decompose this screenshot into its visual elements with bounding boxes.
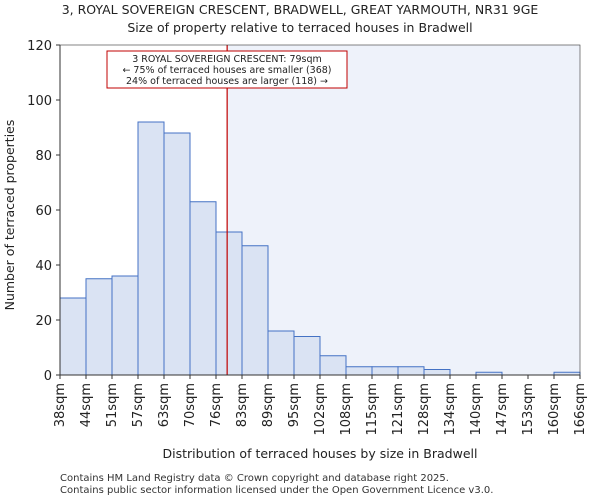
histogram-bar [371,366,399,376]
histogram-bar [241,245,269,376]
y-tick-label: 60 [35,204,52,219]
histogram-bar [59,297,87,376]
histogram-bar [111,275,139,376]
histogram-bar [189,201,217,376]
x-tick-label: 76sqm [209,383,224,427]
footer-line-2: Contains public sector information licen… [60,485,494,496]
x-tick-label: 57sqm [131,383,146,427]
x-tick-label: 102sqm [313,383,328,436]
histogram-bar [423,369,451,376]
annotation-line-3: 24% of terraced houses are larger (118) … [126,76,328,87]
histogram-bar [397,366,425,376]
x-tick-label: 95sqm [287,383,302,427]
histogram-bar [345,366,373,376]
y-tick-label: 80 [35,149,52,164]
x-tick-label: 44sqm [79,383,94,427]
x-tick-label: 38sqm [53,383,68,427]
chart-subtitle: Size of property relative to terraced ho… [127,20,472,35]
x-tick-label: 166sqm [573,383,588,436]
y-axis-label: Number of terraced properties [2,120,17,311]
x-tick-label: 134sqm [443,383,458,436]
x-tick-label: 140sqm [469,383,484,436]
x-tick-label: 153sqm [521,383,536,436]
x-tick-label: 128sqm [417,383,432,436]
footer-line-1: Contains HM Land Registry data © Crown c… [60,473,449,484]
histogram-bar [137,121,165,376]
highlight-region [227,45,580,375]
x-tick-label: 115sqm [365,383,380,436]
annotation-box [106,50,348,89]
histogram-bar [215,231,243,376]
histogram-bar [267,330,295,376]
x-tick-label: 121sqm [391,383,406,436]
x-tick-label: 51sqm [105,383,120,427]
x-tick-label: 147sqm [495,383,510,436]
annotation-line-2: ← 75% of terraced houses are smaller (36… [122,65,331,76]
y-tick-label: 40 [35,259,52,274]
x-tick-label: 108sqm [339,383,354,436]
x-tick-label: 160sqm [547,383,562,436]
y-tick-label: 120 [27,39,52,54]
histogram-bar [319,355,347,376]
annotation-line-1: 3 ROYAL SOVEREIGN CRESCENT: 79sqm [132,54,322,65]
y-tick-label: 100 [27,94,52,109]
chart-title: 3, ROYAL SOVEREIGN CRESCENT, BRADWELL, G… [62,2,539,17]
y-tick-label: 0 [44,369,52,384]
x-tick-label: 89sqm [261,383,276,427]
x-tick-label: 83sqm [235,383,250,427]
y-tick-label: 20 [35,314,52,329]
histogram-bar [293,336,321,376]
histogram-bar [85,278,113,376]
x-tick-label: 63sqm [157,383,172,427]
histogram-bar [163,132,191,376]
x-axis-label: Distribution of terraced houses by size … [163,446,478,461]
x-tick-label: 70sqm [183,383,198,427]
